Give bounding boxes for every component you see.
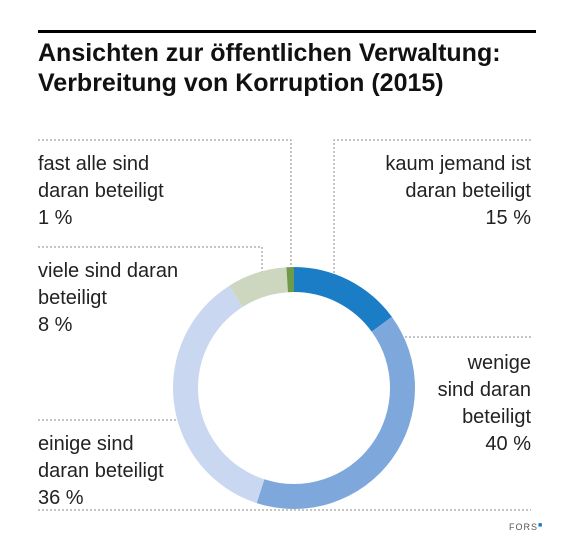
label-einige: einige sind daran beteiligt 36 % — [38, 431, 164, 512]
fors-logo-text: FORS — [509, 522, 539, 532]
label-wenige-pct: 40 % — [485, 433, 531, 455]
chart-title: Ansichten zur öffentlichen Verwaltung: V… — [38, 38, 548, 98]
label-wenige: wenige sind daran beteiligt 40 % — [400, 350, 531, 458]
label-fast: fast alle sind daran beteiligt 1 % — [38, 151, 164, 232]
label-kaum-line1: kaum jemand ist — [385, 153, 531, 175]
label-viele-line2: beteiligt — [38, 287, 107, 309]
label-fast-line1: fast alle sind — [38, 153, 150, 175]
slice-einige — [172, 285, 265, 504]
label-viele: viele sind daran beteiligt 8 % — [38, 258, 178, 339]
label-fast-line2: daran beteiligt — [38, 180, 164, 202]
label-viele-pct: 8 % — [38, 314, 73, 336]
leader-fast — [38, 139, 292, 272]
leader-lines — [38, 139, 531, 421]
label-kaum-pct: 15 % — [485, 207, 531, 229]
donut-slices — [172, 267, 415, 509]
label-wenige-line2: sind daran — [437, 379, 531, 401]
label-einige-line1: einige sind — [38, 433, 134, 455]
label-fast-pct: 1 % — [38, 207, 73, 229]
title-line-1: Ansichten zur öffentlichen Verwaltung: — [38, 39, 501, 67]
slice-viele — [229, 267, 288, 307]
leader-viele — [38, 246, 263, 278]
title-line-2: Verbreitung von Korruption (2015) — [38, 69, 444, 97]
fors-logo: FORS■ — [509, 522, 543, 532]
slice-fast — [286, 267, 294, 293]
slice-kaum — [294, 267, 392, 332]
leader-kaum — [333, 139, 531, 277]
label-viele-line1: viele sind daran — [38, 260, 179, 282]
title-rule — [38, 30, 536, 33]
fors-logo-mark: ■ — [538, 522, 544, 529]
label-wenige-line3: beteiligt — [462, 406, 531, 428]
label-kaum: kaum jemand ist daran beteiligt 15 % — [330, 151, 531, 232]
label-einige-pct: 36 % — [38, 487, 84, 509]
slice-wenige — [256, 316, 415, 509]
label-wenige-line1: wenige — [467, 352, 531, 374]
label-einige-line2: daran beteiligt — [38, 460, 164, 482]
label-kaum-line2: daran beteiligt — [405, 180, 531, 202]
